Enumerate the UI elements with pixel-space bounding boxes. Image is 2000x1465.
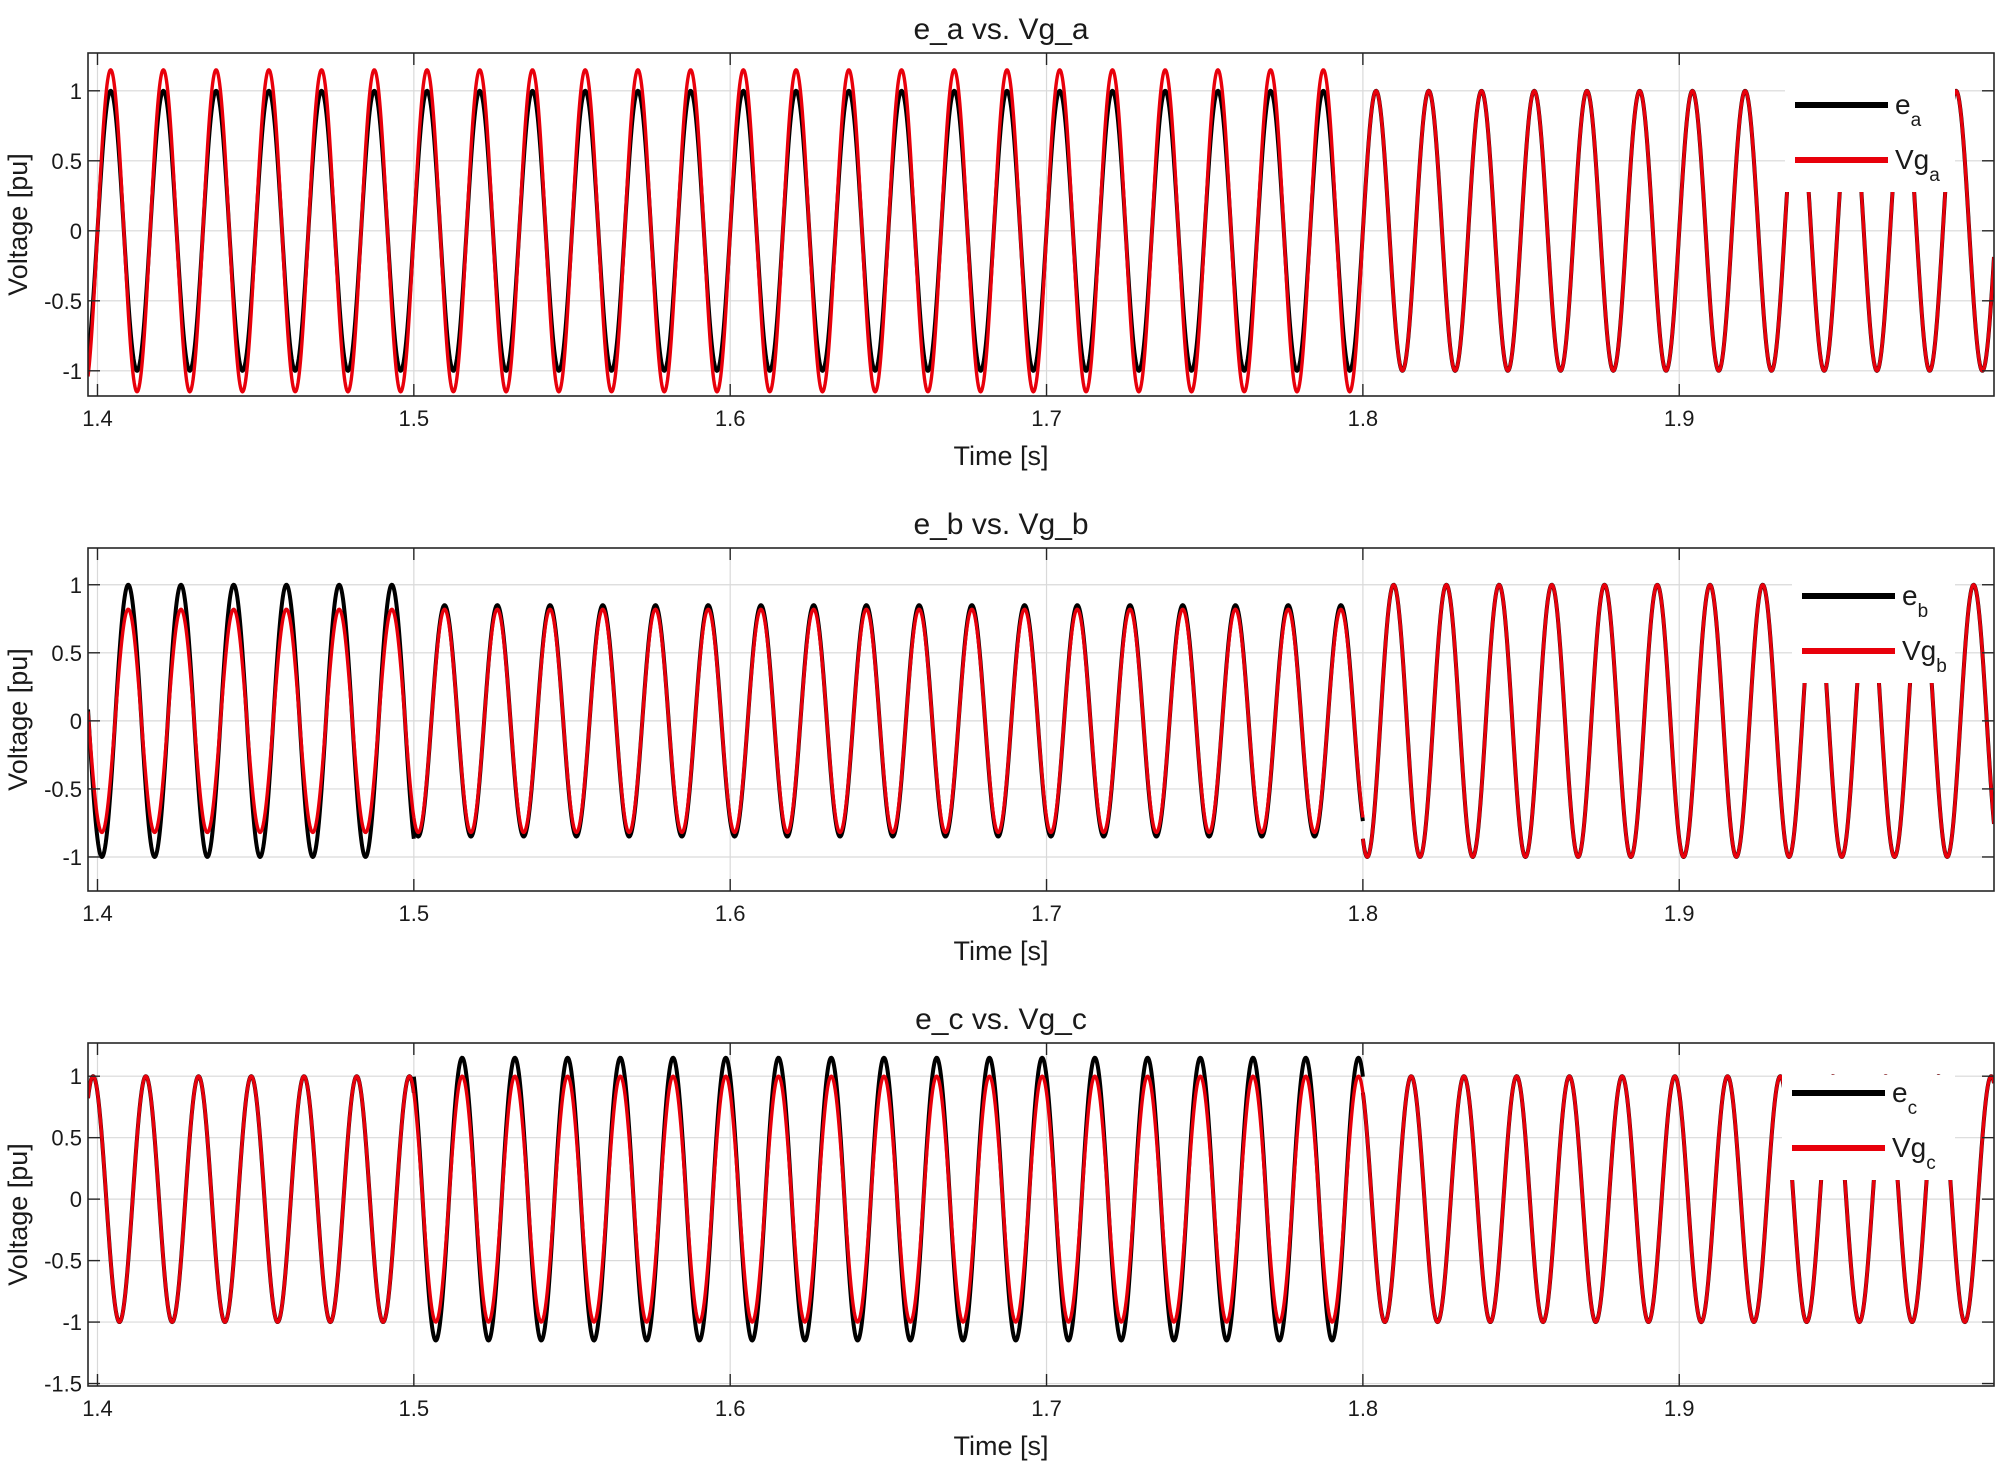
axes-frame xyxy=(87,547,1995,892)
axes-frame xyxy=(87,52,1995,397)
legend-label: ea xyxy=(1895,89,1922,131)
chart-title: e_b vs. Vg_b xyxy=(913,508,1088,541)
y-tick-label: -0.5 xyxy=(44,289,82,314)
legend-label: ec xyxy=(1892,1077,1917,1119)
legend-label-main: e xyxy=(1895,89,1911,120)
x-tick-label: 1.8 xyxy=(1348,1396,1379,1421)
y-tick-label: -0.5 xyxy=(44,777,82,802)
legend-label-main: e xyxy=(1902,580,1918,611)
x-tick-label: 1.7 xyxy=(1031,406,1062,431)
legend-label-subscript: c xyxy=(1926,1153,1936,1174)
x-tick-label: 1.8 xyxy=(1348,901,1379,926)
legend-label-subscript: c xyxy=(1908,1098,1918,1119)
y-tick-label: 0.5 xyxy=(51,149,82,174)
y-tick-label: 0.5 xyxy=(51,641,82,666)
x-axis-label: Time [s] xyxy=(953,936,1048,966)
x-tick-label: 1.9 xyxy=(1664,406,1695,431)
y-tick-label: -0.5 xyxy=(44,1249,82,1274)
chart-title: e_c vs. Vg_c xyxy=(915,1003,1087,1036)
legend-label-subscript: b xyxy=(1936,656,1947,677)
x-tick-label: 1.4 xyxy=(82,406,113,431)
x-tick-label: 1.5 xyxy=(399,406,430,431)
series-vg-a-segment-3 xyxy=(1361,89,1994,373)
legend-label: Vgb xyxy=(1902,635,1947,677)
x-tick-label: 1.4 xyxy=(82,901,113,926)
series-vg-a-segment-1 xyxy=(88,68,416,394)
legend-label: Vgc xyxy=(1892,1132,1936,1174)
series-e-c-segment-2 xyxy=(411,1055,1365,1343)
y-axis-label: Voltage [pu] xyxy=(3,153,33,296)
y-tick-label: 1 xyxy=(70,1064,82,1089)
y-tick-label: -1 xyxy=(62,845,82,870)
series-vg-c-segment-1 xyxy=(88,1074,416,1324)
x-tick-label: 1.9 xyxy=(1664,1396,1695,1421)
series-vg-b-segment-3 xyxy=(1361,583,1994,859)
x-tick-label: 1.7 xyxy=(1031,1396,1062,1421)
series-vg-b-segment-1 xyxy=(88,607,416,835)
series-vg-c-segment-2 xyxy=(412,1074,1365,1324)
legend-label-main: Vg xyxy=(1895,144,1929,175)
legend-label-subscript: b xyxy=(1918,601,1929,622)
legend-label-main: e xyxy=(1892,1077,1908,1108)
legend-label-main: Vg xyxy=(1902,635,1936,666)
x-tick-label: 1.9 xyxy=(1664,901,1695,926)
y-tick-label: 0 xyxy=(70,219,82,244)
x-tick-label: 1.5 xyxy=(399,1396,430,1421)
x-tick-label: 1.6 xyxy=(715,901,746,926)
y-tick-label: 0 xyxy=(70,1187,82,1212)
axes-frame xyxy=(87,1042,1995,1387)
legend-label: Vga xyxy=(1895,144,1940,186)
series-vg-b-segment-2 xyxy=(412,607,1365,835)
x-tick-label: 1.4 xyxy=(82,1396,113,1421)
x-tick-label: 1.7 xyxy=(1031,901,1062,926)
y-axis-label: Voltage [pu] xyxy=(3,648,33,791)
x-axis-label: Time [s] xyxy=(953,1431,1048,1461)
legend-label-main: Vg xyxy=(1892,1132,1926,1163)
plot-area xyxy=(88,1043,1994,1386)
y-axis-label: Voltage [pu] xyxy=(3,1143,33,1286)
plot-area xyxy=(88,548,1994,891)
y-tick-label: -1 xyxy=(62,359,82,384)
y-tick-label: 0 xyxy=(70,709,82,734)
y-tick-label: 0.5 xyxy=(51,1126,82,1151)
legend-label-subscript: a xyxy=(1911,110,1922,131)
subplot-2: 1.4 1.5 1.6 1.7 1.8 1.9 1 0.5 0 -0.5 -1 e_b vs. Vg_… xyxy=(3,508,1995,966)
chart-title: e_a vs. Vg_a xyxy=(913,13,1088,46)
legend-label-subscript: a xyxy=(1929,165,1940,186)
x-tick-label: 1.5 xyxy=(399,901,430,926)
y-tick-label: -1.5 xyxy=(44,1372,82,1397)
legend-label: eb xyxy=(1902,580,1928,622)
series-vg-a-segment-2 xyxy=(412,68,1365,394)
y-tick-label: 1 xyxy=(70,573,82,598)
x-tick-label: 1.6 xyxy=(715,1396,746,1421)
x-axis-label: Time [s] xyxy=(953,441,1048,471)
x-tick-label: 1.8 xyxy=(1348,406,1379,431)
subplot-1: 1.4 1.5 1.6 1.7 1.8 1.9 1 0.5 0 -0.5 -1 e_a vs. Vg_… xyxy=(3,13,1995,471)
subplot-3: 1.4 1.5 1.6 1.7 1.8 1.9 1 0.5 0 -0.5 -1 -1.5 e_c vs.… xyxy=(3,1003,1995,1461)
x-tick-label: 1.6 xyxy=(715,406,746,431)
y-tick-label: 1 xyxy=(70,79,82,104)
y-tick-label: -1 xyxy=(62,1310,82,1335)
